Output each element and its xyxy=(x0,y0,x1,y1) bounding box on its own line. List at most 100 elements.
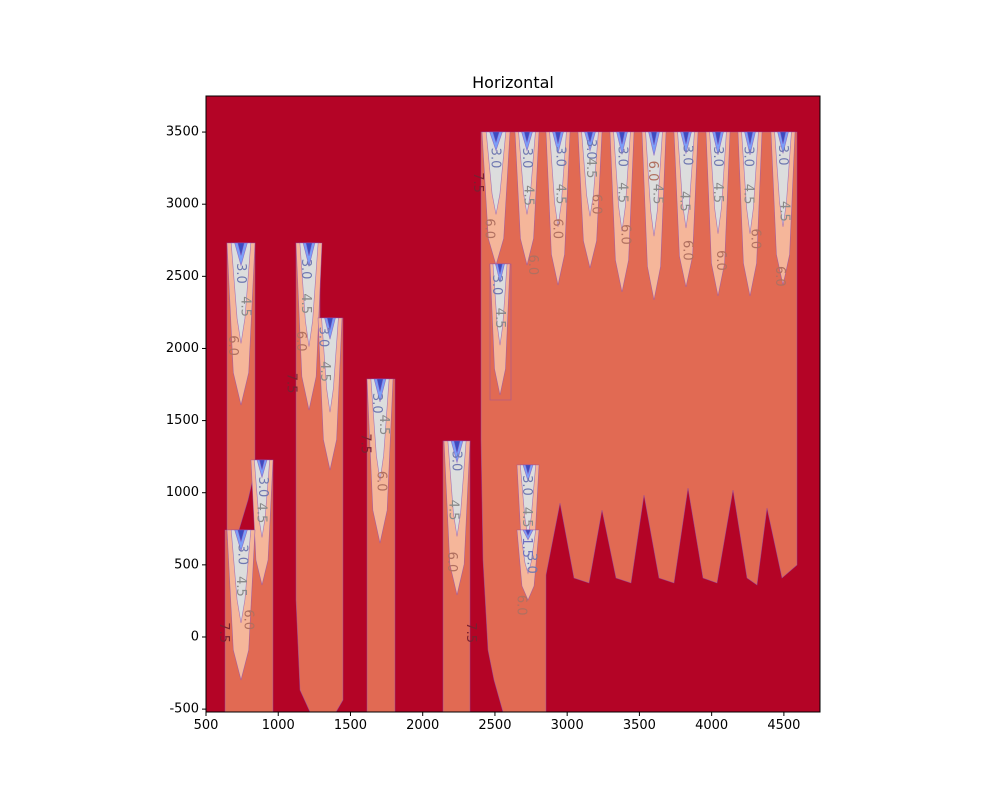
contour-label: 4.5 xyxy=(233,576,248,597)
contour-label: 4.5 xyxy=(710,182,725,203)
contour-label: 7.5 xyxy=(470,172,485,193)
y-axis: -500 0 500 1000 1500 2000 2500 3000 3500 xyxy=(166,125,206,717)
cone-0-0 xyxy=(682,131,690,145)
contour-label: 3.0 xyxy=(519,475,534,496)
cone-0-0 xyxy=(525,464,531,475)
cone-0-0 xyxy=(376,378,384,392)
contour-label: 3.0 xyxy=(775,145,790,166)
chart-title: Horizontal xyxy=(472,73,554,92)
contour-label: 4.5 xyxy=(253,503,268,524)
cone-0-0 xyxy=(650,131,658,145)
cone-0-0 xyxy=(492,131,500,144)
cone-0-0 xyxy=(586,131,594,143)
cone-0-0 xyxy=(453,440,461,453)
contour-label: 6.0 xyxy=(293,331,308,352)
contour-label: 4.5 xyxy=(492,308,507,329)
contour-label: 6.0 xyxy=(589,194,604,215)
contour-label: 3.0 xyxy=(233,263,248,284)
contour-label: 3.0 xyxy=(487,148,502,169)
contour-label: 3.0 xyxy=(369,393,384,414)
x-tick-label: 3500 xyxy=(623,718,656,733)
contour-label: 3.0 xyxy=(710,146,725,167)
x-tick-label: 500 xyxy=(194,718,219,733)
contour-label: 4.5 xyxy=(740,184,755,205)
x-tick-label: 3000 xyxy=(551,718,584,733)
x-tick-label: 1500 xyxy=(334,718,367,733)
cone-0-0 xyxy=(618,131,626,145)
cone-0-0 xyxy=(525,529,531,537)
x-tick-label: 1000 xyxy=(262,718,295,733)
contour-label: 4.5 xyxy=(649,184,664,205)
cone-0-0 xyxy=(237,242,245,256)
contour-label: 1.5 xyxy=(519,537,534,558)
contour-label: 3.0 xyxy=(524,553,539,574)
contour-labels: 3.04.56.03.04.56.0 3.04.57.53.04.57.56.03… xyxy=(216,139,792,643)
contour-label: 4.5 xyxy=(298,293,313,314)
contour-label: 7.5 xyxy=(357,433,372,454)
contour-label: 3.0 xyxy=(583,139,598,160)
contour-label: 3.0 xyxy=(680,145,695,166)
x-tick-label: 2500 xyxy=(478,718,511,733)
y-tick-label: -500 xyxy=(169,702,199,717)
contour-label: 3.0 xyxy=(519,148,534,169)
contour-label: 7.5 xyxy=(463,622,478,643)
plot-area: 3.04.56.03.04.56.0 3.04.57.53.04.57.56.03… xyxy=(206,96,820,712)
contour-label: 3.0 xyxy=(489,275,504,296)
contour-fills xyxy=(206,96,820,712)
cone-0-0 xyxy=(326,317,334,330)
x-tick-label: 4000 xyxy=(695,718,728,733)
contour-label: 6.0 xyxy=(225,335,240,356)
y-tick-label: 0 xyxy=(191,629,199,644)
contour-label: 6.0 xyxy=(525,254,540,275)
cone-0-0 xyxy=(305,242,313,256)
contour-label: 6.0 xyxy=(747,228,762,249)
contour-label: 4.5 xyxy=(583,158,598,179)
contour-label: 3.0 xyxy=(615,146,630,167)
contour-label: 7.5 xyxy=(284,373,299,394)
contour-label: 6.0 xyxy=(482,218,497,239)
x-tick-label: 2000 xyxy=(406,718,439,733)
cone-0-0 xyxy=(714,131,722,145)
x-tick-label: 4500 xyxy=(767,718,800,733)
contour-label: 3.0 xyxy=(740,146,755,167)
cone-0-0 xyxy=(497,263,503,275)
contour-label: 4.5 xyxy=(677,191,692,212)
cone-0-0 xyxy=(554,131,562,144)
contour-label: 4.5 xyxy=(521,185,536,206)
contour-label: 6.0 xyxy=(617,224,632,245)
cone-0-0 xyxy=(237,529,245,543)
x-axis: 500 1000 1500 2000 2500 3000 3500 4000 4500 xyxy=(194,712,800,733)
contour-label: 3.0 xyxy=(448,451,463,472)
contour-label: 7.5 xyxy=(216,622,231,643)
cone-0-0 xyxy=(746,131,754,145)
y-tick-label: 3500 xyxy=(166,125,199,140)
contour-label: 3.0 xyxy=(316,327,331,348)
cone-0-0 xyxy=(523,131,531,144)
contour-label: 6.0 xyxy=(772,266,787,287)
y-tick-label: 2000 xyxy=(166,341,199,356)
contour-label: 6.0 xyxy=(680,240,695,261)
contour-label: 6.0 xyxy=(444,552,459,573)
contour-label: 4.5 xyxy=(376,415,391,436)
cone-0-0 xyxy=(259,459,265,470)
contour-label: 4.5 xyxy=(519,507,534,528)
contour-label: 6.0 xyxy=(373,471,388,492)
contour-label: 3.0 xyxy=(298,259,313,280)
y-tick-label: 1500 xyxy=(166,413,199,428)
contour-label: 6.0 xyxy=(550,218,565,239)
contour-label: 4.5 xyxy=(446,500,461,521)
contour-label: 4.5 xyxy=(776,201,791,222)
plot-frame xyxy=(205,95,821,713)
contour-label: 3.0 xyxy=(552,146,567,167)
contour-label: 3.0 xyxy=(235,544,250,565)
contour-label: 6.0 xyxy=(713,250,728,271)
contour-label: 6.0 xyxy=(513,595,528,616)
cone-0-0 xyxy=(779,131,787,144)
contour-label: 6.0 xyxy=(645,161,660,182)
contour-label: 4.5 xyxy=(317,361,332,382)
contour-label: 4.5 xyxy=(552,184,567,205)
contour-label: 3.0 xyxy=(255,477,270,498)
y-tick-label: 3000 xyxy=(166,197,199,212)
y-tick-label: 1000 xyxy=(166,485,199,500)
